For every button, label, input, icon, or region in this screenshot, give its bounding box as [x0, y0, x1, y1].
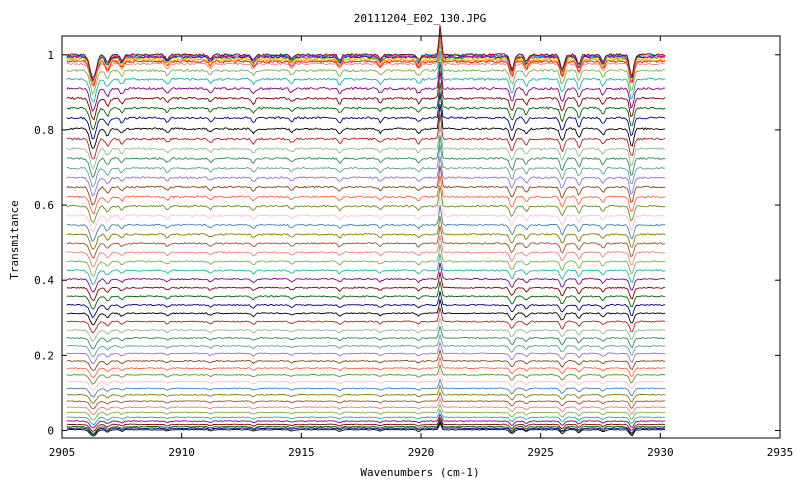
- y-tick-label: 0.6: [34, 199, 54, 212]
- spectrum-line-44: [66, 70, 666, 121]
- y-axis-label: Transmitance: [8, 200, 21, 279]
- spectrum-line-34: [66, 175, 666, 215]
- axes-layer: 2905 2910 2915 2920 2925 2930 2935 0 0.2 0.4 0.6 0.…: [34, 36, 793, 459]
- spectrum-line-2: [66, 420, 666, 435]
- spectrum-line-28: [66, 235, 666, 267]
- spectrum-line-17: [66, 334, 666, 358]
- spectrum-line-15: [66, 348, 666, 371]
- spectrum-line-47: [66, 41, 666, 95]
- spectrum-line-32: [66, 196, 666, 233]
- spectrum-line-45: [66, 62, 666, 113]
- spectrum-line-46: [66, 50, 666, 103]
- x-tick-label: 2935: [767, 446, 794, 459]
- spectrum-line-6: [66, 408, 666, 426]
- x-tick-label: 2930: [647, 446, 674, 459]
- y-tick-label: 0.2: [34, 349, 54, 362]
- spectrum-line-24: [66, 272, 666, 302]
- spectrum-line-43: [66, 82, 666, 130]
- spectrum-line-48: [66, 36, 666, 88]
- spectrum-line-33: [66, 185, 666, 223]
- x-axis-label: Wavenumbers (cm-1): [360, 466, 479, 479]
- spectrum-line-39: [66, 125, 666, 169]
- spectrum-line-26: [66, 253, 666, 285]
- spectrum-line-37: [66, 144, 666, 188]
- spectrum-line-10: [66, 384, 666, 404]
- x-tick-label: 2905: [49, 446, 76, 459]
- spectrum-line-20: [66, 307, 666, 334]
- spectrum-line-7: [66, 403, 666, 421]
- spectrum-line-22: [66, 291, 666, 319]
- spectrum-line-8: [66, 397, 666, 416]
- chart-title: 20111204_E02_130.JPG: [354, 12, 486, 25]
- x-tick-label: 2920: [408, 446, 435, 459]
- spectrum-line-5: [66, 413, 666, 429]
- spectrum-line-30: [66, 215, 666, 250]
- spectrum-line-36: [66, 156, 666, 197]
- spectrum-line-25: [66, 262, 666, 293]
- y-tick-label: 0.4: [34, 274, 54, 287]
- x-tick-label: 2910: [168, 446, 195, 459]
- spectrum-line-42: [66, 92, 666, 140]
- spectrum-line-40: [66, 113, 666, 160]
- spectrum-line-4: [66, 416, 666, 432]
- spectrum-line-13: [66, 363, 666, 385]
- spectrum-line-41: [66, 104, 666, 149]
- spectrum-line-29: [66, 225, 666, 259]
- spectrum-line-19: [66, 317, 666, 342]
- y-tick-label: 0: [47, 424, 54, 437]
- y-tick-label: 0.8: [34, 124, 54, 137]
- spectrum-line-3: [66, 418, 666, 434]
- x-tick-label: 2915: [288, 446, 315, 459]
- spectrum-line-12: [66, 369, 666, 391]
- plot-frame: [61, 35, 781, 439]
- spectrum-line-14: [66, 357, 666, 378]
- spectrum-line-16: [66, 340, 666, 364]
- spectrum-line-35: [66, 165, 666, 206]
- spectrum-line-38: [66, 135, 666, 179]
- x-tick-label: 2925: [527, 446, 554, 459]
- spectrum-line-31: [66, 205, 666, 242]
- spectrum-line-21: [66, 299, 666, 326]
- spectrum-line-11: [66, 377, 666, 398]
- spectrum-line-top-8: [66, 25, 666, 79]
- y-tick-label: 1: [47, 49, 54, 62]
- series-layer: [66, 25, 666, 437]
- spectrum-line-1: [66, 422, 666, 437]
- spectrum-line-27: [66, 243, 666, 277]
- spectrum-line-9: [66, 391, 666, 410]
- spectrum-line-18: [66, 325, 666, 350]
- spectrum-line-23: [66, 281, 666, 310]
